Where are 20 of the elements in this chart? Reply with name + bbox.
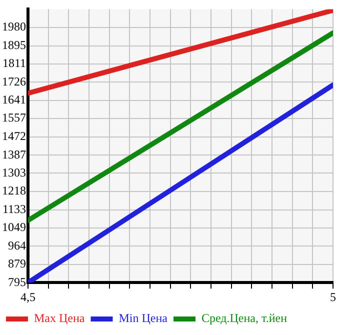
y-tick-label: 795 — [8, 274, 26, 289]
y-tick-label: 1557 — [2, 110, 26, 125]
y-tick-label: 1049 — [2, 220, 26, 234]
y-tick-label: 1641 — [2, 92, 26, 107]
y-tick-label: 1218 — [2, 184, 26, 198]
y-tick-label: 879 — [8, 256, 26, 271]
y-tick-label: 964 — [8, 238, 26, 252]
x-tick-label: 5 — [330, 290, 336, 304]
y-tick-label: 1895 — [2, 38, 26, 52]
legend-label: Сред.Цена, т.йен — [201, 311, 288, 326]
y-tick-label: 1980 — [2, 20, 26, 34]
legend-label: Max Цена — [34, 311, 86, 326]
x-tick-label: 4,5 — [20, 290, 36, 304]
y-tick-label: 1726 — [2, 74, 26, 88]
y-tick-label: 1472 — [2, 129, 26, 144]
legend-label: Min Цена — [118, 311, 168, 326]
y-tick-label: 1387 — [2, 147, 26, 162]
y-tick-label: 1133 — [2, 202, 26, 216]
y-tick-label: 1303 — [2, 165, 26, 180]
y-tick-label: 1811 — [2, 56, 26, 70]
